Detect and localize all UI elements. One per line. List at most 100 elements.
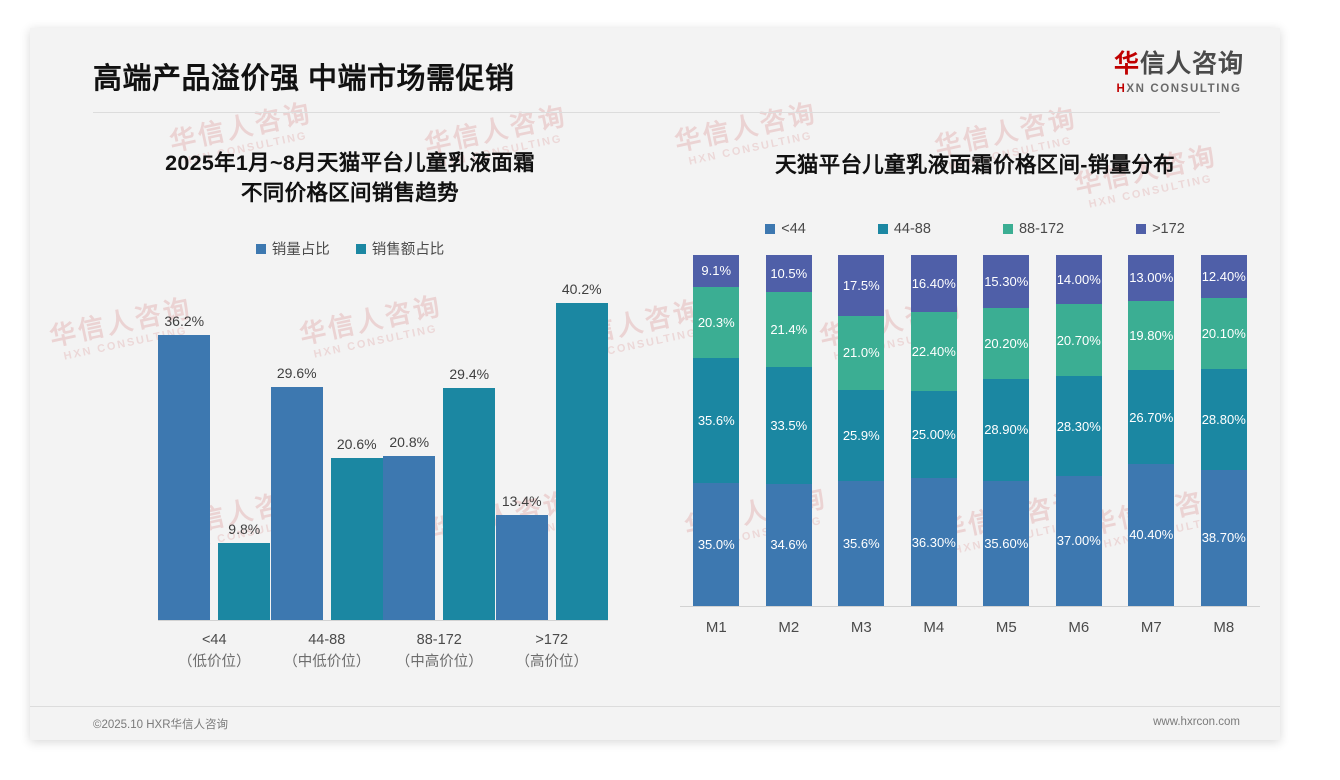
segment-value-label: 22.40% <box>911 343 956 359</box>
bar-value-label: 20.8% <box>389 434 430 451</box>
legend-item-172[interactable]: >172 <box>1136 221 1185 237</box>
bar[interactable]: 29.4% <box>443 366 496 621</box>
segment-value-label: 36.30% <box>911 534 956 550</box>
stacked-bar-segment[interactable]: 40.40% <box>1128 463 1175 606</box>
legend-item-volume-share[interactable]: 销量占比 <box>255 238 330 259</box>
bar[interactable]: 13.4% <box>495 493 548 621</box>
bar[interactable]: 20.8% <box>383 434 436 621</box>
page-title: 高端产品溢价强 中端市场需促销 <box>93 63 515 95</box>
stacked-bar-segment[interactable]: 20.20% <box>983 308 1030 380</box>
bar[interactable]: 20.6% <box>330 436 383 621</box>
legend-swatch-icon <box>355 243 366 254</box>
stacked-bar-segment[interactable]: 17.5% <box>838 254 885 317</box>
segment-value-label: 17.5% <box>842 277 880 293</box>
segment-value-label: 28.30% <box>1056 418 1101 434</box>
stacked-bar-segment[interactable]: 21.0% <box>838 316 885 390</box>
bar[interactable]: 36.2% <box>158 313 211 621</box>
stacked-bar-segment[interactable]: 12.40% <box>1200 254 1247 299</box>
footer-copyright: ©2025.10 HXR华信人咨询 <box>93 719 229 731</box>
x-axis-tick: <44 （低价位） <box>158 630 270 673</box>
footer-website: www.hxrcon.com <box>1153 716 1240 728</box>
grouped-bar-chart: 36.2% 9.8% 29.6% 20.6% 20.8% 29.4% 13.4% 40.2% … <box>30 273 670 673</box>
stacked-bar-segment[interactable]: 19.80% <box>1128 300 1175 371</box>
stacked-bar-column: 9.1% 20.3% 35.6% 35.0% <box>693 254 740 606</box>
logo-cn-first: 华 <box>1113 50 1140 78</box>
stacked-bar-segment[interactable]: 28.80% <box>1200 368 1247 470</box>
legend-label: <44 <box>781 220 806 237</box>
bar-cell: 36.2% <box>158 273 211 621</box>
stacked-bar-segment[interactable]: 10.5% <box>765 254 812 292</box>
stacked-bar-segment[interactable]: 25.9% <box>838 389 885 481</box>
stacked-bar-segment[interactable]: 20.10% <box>1200 298 1247 369</box>
x-axis-tick: M5 <box>995 618 1017 636</box>
segment-value-label: 28.90% <box>984 422 1029 438</box>
stacked-bar-segment[interactable]: 9.1% <box>693 254 740 287</box>
stacked-bar-segment[interactable]: 21.4% <box>765 291 812 367</box>
bar[interactable]: 40.2% <box>555 281 608 621</box>
stacked-bar-segment[interactable]: 35.0% <box>693 482 740 606</box>
stacked-bar-segment[interactable]: 26.70% <box>1128 370 1175 464</box>
stacked-bar-segment[interactable]: 16.40% <box>910 254 957 313</box>
bar[interactable]: 9.8% <box>218 521 271 621</box>
stacked-bar-segment[interactable]: 37.00% <box>1055 475 1102 606</box>
stacked-bar-segment[interactable]: 28.30% <box>1055 376 1102 476</box>
chart-legend-volume-distribution: <44 44-88 88-172 >172 <box>670 221 1280 237</box>
segment-value-label: 34.6% <box>770 537 808 553</box>
segment-value-label: 26.70% <box>1129 409 1174 425</box>
legend-item-44-88[interactable]: 44-88 <box>877 221 931 237</box>
bar-cell: 40.2% <box>555 273 608 621</box>
stacked-bar-segment[interactable]: 36.30% <box>910 478 957 606</box>
stacked-bar-segment[interactable]: 35.6% <box>693 357 740 483</box>
stacked-bar-segment[interactable]: 35.60% <box>983 480 1030 606</box>
slide-footer: ©2025.10 HXR华信人咨询 www.hxrcon.com <box>30 706 1280 740</box>
stacked-bar-segment[interactable]: 15.30% <box>983 254 1030 309</box>
stacked-bar-chart: 9.1% 20.3% 35.6% 35.0% 10.5% 21.4% 33.5% 34.6% 1… <box>670 254 1280 655</box>
segment-value-label: 35.6% <box>697 412 735 428</box>
legend-swatch-icon <box>877 223 888 234</box>
x-axis-tick: M7 <box>1140 618 1162 636</box>
stacked-bar-segment[interactable]: 14.00% <box>1055 254 1102 304</box>
logo-en-rest: XN CONSULTING <box>1126 83 1242 95</box>
stacked-bar-segment[interactable]: 20.3% <box>693 286 740 358</box>
x-axis-tick-main: >172 <box>535 632 569 649</box>
segment-value-label: 33.5% <box>770 417 808 433</box>
segment-value-label: 15.30% <box>984 274 1029 290</box>
bar-value-label: 40.2% <box>561 281 602 298</box>
stacked-bar-segment[interactable]: 13.00% <box>1128 255 1175 301</box>
segment-value-label: 25.00% <box>911 427 956 443</box>
segment-value-label: 35.0% <box>697 536 735 552</box>
segment-value-label: 16.40% <box>911 275 956 291</box>
logo-english-text: HXN CONSULTING <box>1114 83 1244 95</box>
segment-value-label: 20.10% <box>1201 325 1246 341</box>
logo-cn-rest: 信人咨询 <box>1139 50 1244 78</box>
stacked-bar-segment[interactable]: 20.70% <box>1055 303 1102 377</box>
bar-value-label: 13.4% <box>501 492 542 509</box>
legend-item-44[interactable]: <44 <box>765 221 806 237</box>
bar-group: 36.2% 9.8% <box>158 273 271 621</box>
header-divider <box>93 112 1220 113</box>
legend-swatch-icon <box>255 243 266 254</box>
bar[interactable]: 29.6% <box>270 365 323 621</box>
segment-value-label: 21.0% <box>842 345 880 361</box>
stacked-bar-segment[interactable]: 33.5% <box>765 366 812 485</box>
x-axis-tick-sub: （低价位） <box>178 654 251 671</box>
stacked-bar-segment[interactable]: 28.90% <box>983 379 1030 481</box>
segment-value-label: 21.4% <box>770 321 808 337</box>
stacked-bar-segment[interactable]: 38.70% <box>1200 469 1247 606</box>
segment-value-label: 28.80% <box>1201 411 1246 427</box>
legend-item-revenue-share[interactable]: 销售额占比 <box>355 238 444 259</box>
legend-item-88-172[interactable]: 88-172 <box>1002 221 1064 237</box>
bar-cell: 9.8% <box>218 273 271 621</box>
segment-value-label: 9.1% <box>701 263 732 279</box>
stacked-bar-segment[interactable]: 34.6% <box>765 484 812 606</box>
stacked-bar-column: 13.00% 19.80% 26.70% 40.40% <box>1128 255 1175 606</box>
segment-value-label: 35.6% <box>842 535 880 551</box>
segment-value-label: 38.70% <box>1201 530 1246 546</box>
stacked-bar-segment[interactable]: 25.00% <box>910 390 957 479</box>
chart-title-line-1: 2025年1月~8月天猫平台儿童乳液面霜 <box>165 151 535 175</box>
stacked-bar-segment[interactable]: 35.6% <box>838 480 885 606</box>
stacked-bar-column: 10.5% 21.4% 33.5% 34.6% <box>765 254 812 606</box>
stacked-bar-segment[interactable]: 22.40% <box>910 312 957 391</box>
segment-value-label: 20.20% <box>984 336 1029 352</box>
segment-value-label: 20.70% <box>1056 332 1101 348</box>
